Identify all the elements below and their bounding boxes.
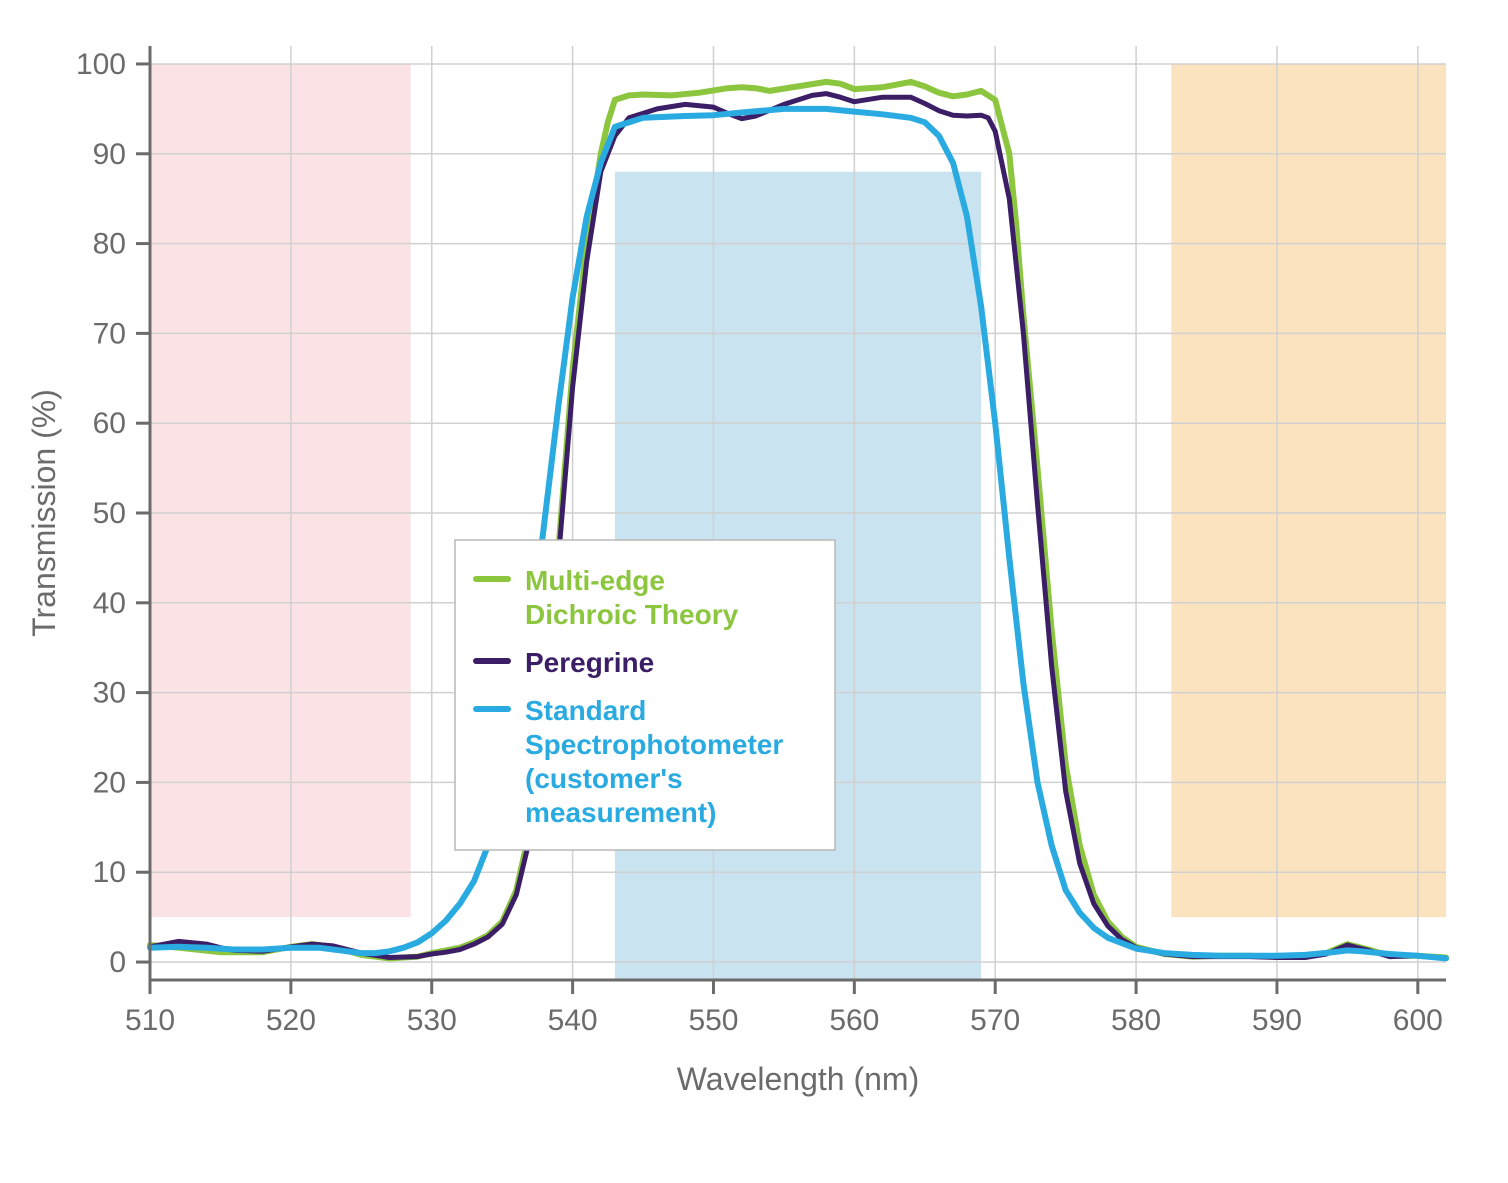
y-tick-label: 80	[93, 228, 126, 261]
y-tick-label: 70	[93, 317, 126, 350]
y-tick-label: 40	[93, 587, 126, 620]
x-tick-label: 580	[1111, 1004, 1161, 1037]
x-tick-label: 540	[548, 1004, 598, 1037]
x-tick-label: 510	[125, 1004, 175, 1037]
x-tick-label: 520	[266, 1004, 316, 1037]
legend-label-2-1: Spectrophotometer	[525, 729, 783, 760]
y-tick-label: 10	[93, 856, 126, 889]
legend-label-0-0: Multi-edge	[525, 565, 665, 596]
y-tick-label: 20	[93, 766, 126, 799]
x-tick-label: 600	[1393, 1004, 1443, 1037]
legend-label-1-0: Peregrine	[525, 647, 654, 678]
x-tick-label: 570	[970, 1004, 1020, 1037]
legend-swatch-2	[473, 706, 511, 712]
chart-svg: 510 520 530 540 550 560 570 580 590 600 0 10 20 30 40 5…	[0, 0, 1508, 1183]
y-axis-label: Transmission (%)	[26, 389, 62, 637]
transmission-chart: 510 520 530 540 550 560 570 580 590 600 0 10 20 30 40 5…	[0, 0, 1508, 1183]
x-axis-label: Wavelength (nm)	[677, 1061, 919, 1097]
y-tick-label: 100	[76, 48, 126, 81]
y-tick-label: 50	[93, 497, 126, 530]
region-0	[150, 64, 411, 917]
region-2	[1171, 64, 1446, 917]
legend-label-2-3: measurement)	[525, 797, 716, 828]
legend-label-0-1: Dichroic Theory	[525, 599, 739, 630]
y-tick-label: 60	[93, 407, 126, 440]
legend-swatch-0	[473, 576, 511, 582]
y-tick-label: 90	[93, 138, 126, 171]
x-tick-label: 550	[688, 1004, 738, 1037]
legend-label-2-2: (customer's	[525, 763, 683, 794]
x-tick-label: 530	[407, 1004, 457, 1037]
x-tick-label: 560	[829, 1004, 879, 1037]
x-tick-label: 590	[1252, 1004, 1302, 1037]
y-tick-label: 30	[93, 677, 126, 710]
legend-label-2-0: Standard	[525, 695, 646, 726]
legend: Multi-edgeDichroic Theory Peregrine Standa…	[455, 540, 835, 850]
legend-swatch-1	[473, 658, 511, 664]
y-tick-label: 0	[109, 946, 126, 979]
